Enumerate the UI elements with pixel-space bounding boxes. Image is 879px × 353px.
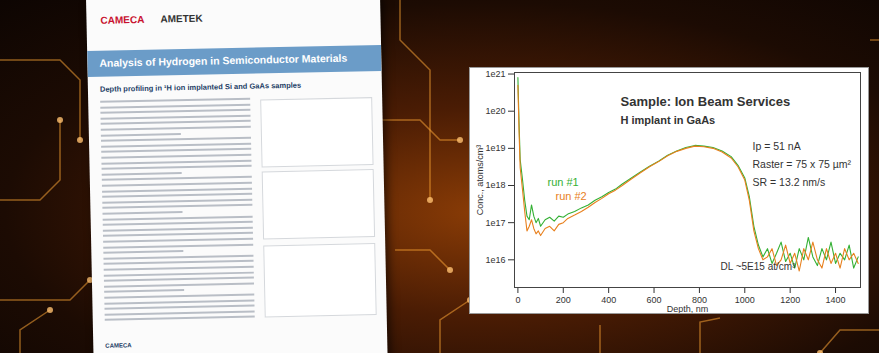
html-text:AMETEK: AMETEK <box>160 12 203 25</box>
html-text:Analysis of Hydrogen in Semico: Analysis of Hydrogen in Semiconductor Ma… <box>99 51 348 69</box>
svg-text:run #1: run #1 <box>548 176 579 188</box>
html-text:Depth profiling in ¹H ion impl: Depth profiling in ¹H ion implanted Si a… <box>99 80 302 94</box>
svg-text:1e19: 1e19 <box>485 143 505 153</box>
svg-text:1e16: 1e16 <box>485 255 505 265</box>
html-text:CAMECA: CAMECA <box>100 13 145 26</box>
svg-text:600: 600 <box>647 295 662 305</box>
svg-text:Raster = 75 x 75 µm²: Raster = 75 x 75 µm² <box>753 158 852 170</box>
svg-text:200: 200 <box>556 295 571 305</box>
svg-text:1e18: 1e18 <box>485 180 505 190</box>
svg-text:1400: 1400 <box>826 295 846 305</box>
svg-text:Sample: Ion Beam Services: Sample: Ion Beam Services <box>621 94 791 109</box>
svg-text:run #2: run #2 <box>556 190 587 202</box>
svg-text:1e17: 1e17 <box>485 218 505 228</box>
svg-text:SR = 13.2 nm/s: SR = 13.2 nm/s <box>753 176 826 188</box>
svg-text:1000: 1000 <box>735 295 755 305</box>
svg-text:DL ~5E15 at/cm³: DL ~5E15 at/cm³ <box>721 261 797 272</box>
svg-text:400: 400 <box>601 295 616 305</box>
svg-text:1e20: 1e20 <box>485 106 505 116</box>
svg-text:Depth, nm: Depth, nm <box>667 304 709 314</box>
svg-text:1200: 1200 <box>780 295 800 305</box>
svg-text:1e21: 1e21 <box>485 69 505 79</box>
svg-text:800: 800 <box>691 294 707 305</box>
html-text:CAMECA: CAMECA <box>105 342 132 349</box>
svg-text:0: 0 <box>515 295 520 305</box>
svg-text:Conc., atoms/cm³: Conc., atoms/cm³ <box>475 145 485 216</box>
svg-text:H implant in GaAs: H implant in GaAs <box>621 114 716 126</box>
svg-text:Ip = 51 nA: Ip = 51 nA <box>753 140 801 152</box>
